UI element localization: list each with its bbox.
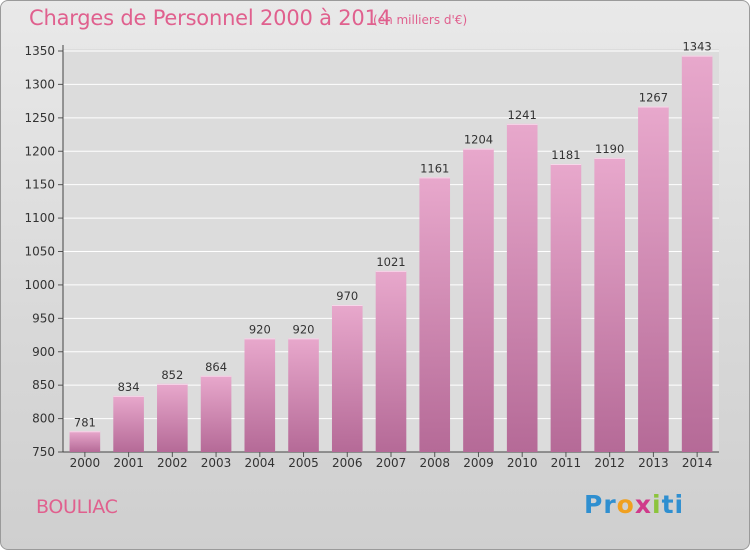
bar [288,338,319,452]
data-label: 1181 [551,148,580,162]
chart-title: Charges de Personnel 2000 à 2014 [29,6,391,30]
city-name: BOULIAC [36,496,118,518]
data-label: 1204 [464,133,493,147]
bar [244,338,276,452]
bar [375,270,407,452]
data-label: 1267 [639,90,668,104]
bar [681,55,713,452]
bar [331,304,363,452]
x-tick-label: 2012 [594,456,625,470]
logo-part-2: o [616,490,635,519]
x-tick-label: 2004 [245,456,276,470]
data-label: 781 [74,415,96,429]
y-tick-label: 800 [32,412,55,426]
bar [550,163,582,452]
x-tick-label: 2007 [376,456,407,470]
x-tick-label: 2011 [551,456,582,470]
bar [638,106,669,452]
logo-part-4: i [651,490,662,519]
logo-part-1: Pr [584,490,617,519]
y-tick-label: 1050 [24,245,55,259]
data-label: 1161 [420,161,449,175]
y-tick-label: 1300 [24,77,55,91]
data-label: 834 [118,380,140,394]
x-tick-label: 2008 [419,456,450,470]
bar [157,383,188,452]
chart-subtitle: (en milliers d'€) [373,13,468,27]
y-tick-label: 1250 [24,111,55,125]
bar [69,431,101,452]
data-label: 852 [161,368,183,382]
x-tick-label: 2010 [507,456,538,470]
x-tick-label: 2002 [157,456,188,470]
bar [200,375,232,452]
data-label: 970 [336,289,358,303]
x-tick-label: 2005 [288,456,319,470]
bar [113,395,144,452]
y-tick-label: 1350 [24,44,55,58]
bar [419,177,451,452]
y-tick-label: 1100 [24,211,55,225]
y-tick-label: 850 [32,378,55,392]
proxiti-logo: Proxiti [584,490,684,519]
bar [594,157,625,452]
y-tick-label: 900 [32,345,55,359]
x-tick-label: 2009 [463,456,494,470]
y-tick-label: 1200 [24,144,55,158]
y-tick-label: 1150 [24,178,55,192]
y-tick-label: 950 [32,311,55,325]
y-tick-label: 750 [32,445,55,459]
data-label: 1190 [595,142,624,156]
x-tick-label: 2001 [113,456,144,470]
data-label: 1021 [376,255,405,269]
data-label: 1241 [508,108,537,122]
logo-part-3: x [634,490,652,519]
y-tick-label: 1000 [24,278,55,292]
x-tick-label: 2014 [682,456,713,470]
data-label: 920 [293,322,315,336]
bar [506,123,538,453]
bar [463,148,494,452]
logo-part-5: ti [661,490,685,519]
data-label: 1343 [682,40,711,54]
x-tick-label: 2006 [332,456,363,470]
x-tick-label: 2000 [70,456,101,470]
x-tick-label: 2003 [201,456,232,470]
x-tick-label: 2013 [638,456,669,470]
data-label: 864 [205,360,227,374]
data-label: 920 [249,322,271,336]
